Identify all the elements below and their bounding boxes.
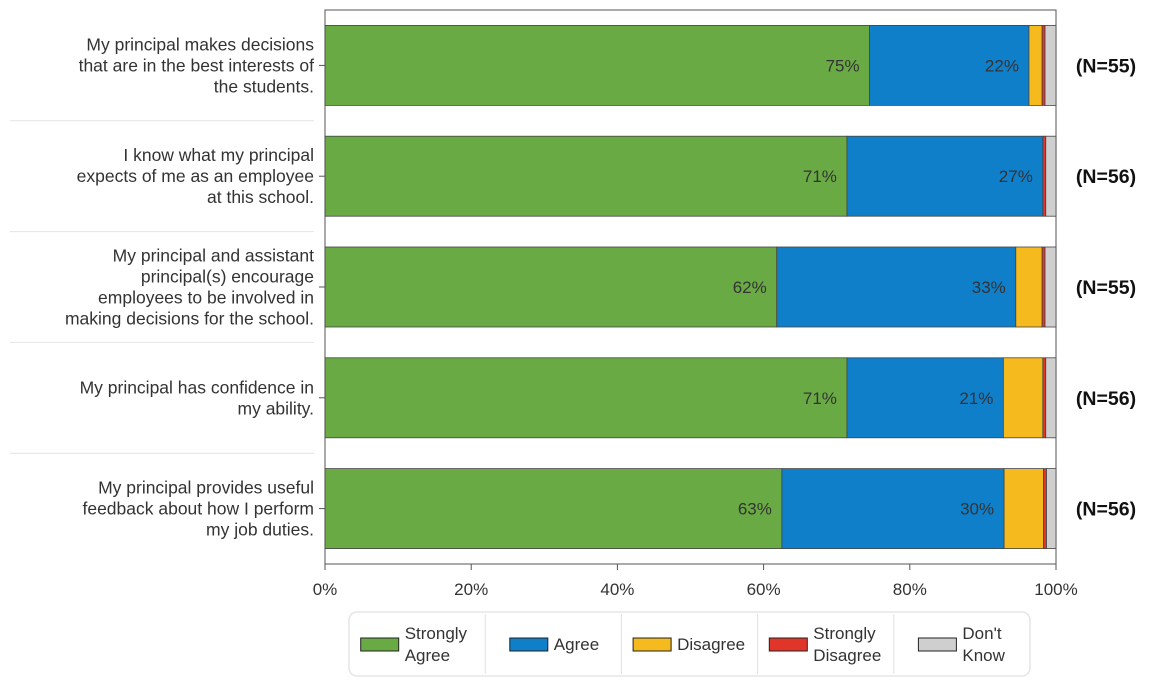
bar-segment-don-t-know-4 — [1046, 468, 1057, 550]
bar-segment-strongly-disagree-0 — [1041, 24, 1046, 106]
n-label: (N=56) — [1076, 388, 1136, 410]
legend-swatch-don-t-know — [917, 637, 957, 652]
category-label-line: making decisions for the school. — [65, 309, 314, 329]
category-label-line: that are in the best interests of — [79, 55, 315, 75]
n-label: (N=55) — [1076, 277, 1136, 299]
category-label-line: my job duties. — [206, 520, 314, 540]
n-label: (N=55) — [1076, 55, 1136, 77]
data-label-0-1: 71% — [803, 167, 837, 186]
data-label-0-4: 63% — [738, 500, 772, 519]
bar-segment-disagree-3 — [1002, 357, 1044, 439]
x-tick-label: 100% — [1034, 580, 1077, 599]
bar-segment-agree-1 — [846, 135, 1044, 217]
x-tick-label: 60% — [747, 580, 781, 599]
category-label-line: expects of me as an employee — [77, 166, 314, 186]
bar-segment-disagree-4 — [1003, 468, 1044, 550]
bar-segment-strongly-agree-4 — [324, 468, 783, 550]
bar-segment-strongly-agree-2 — [324, 246, 778, 328]
bars-group: 75% 22% 71% 27% 62% 33% 71% 21% 63% 30% — [324, 24, 1057, 550]
category-label-line: My principal provides useful — [98, 478, 314, 498]
x-tick-label: 0% — [313, 580, 338, 599]
legend-box — [348, 611, 1031, 677]
bar-segment-strongly-disagree-2 — [1041, 246, 1046, 328]
legend-label: Don't — [962, 624, 1001, 643]
x-axis: 0% 20% 40% 60% 80% 100% — [313, 64, 1078, 599]
x-tick-label: 40% — [600, 580, 634, 599]
category-label-line: employees to be involved in — [98, 288, 314, 308]
category-label-line: My principal makes decisions — [86, 34, 314, 54]
data-label-0-2: 62% — [733, 278, 767, 297]
category-label-line: I know what my principal — [123, 145, 314, 165]
x-tick-label: 20% — [454, 580, 488, 599]
category-label-line: my ability. — [238, 398, 315, 418]
legend-label: Disagree — [813, 646, 881, 665]
data-label-1-3: 21% — [959, 389, 993, 408]
legend-label: Agree — [554, 635, 599, 654]
data-label-0-0: 75% — [826, 56, 860, 75]
legend-swatch-strongly-agree — [360, 637, 400, 652]
legend-swatch-strongly-disagree — [768, 637, 808, 652]
legend-label: Disagree — [677, 635, 745, 654]
data-label-1-2: 33% — [972, 278, 1006, 297]
category-label-line: feedback about how I perform — [82, 499, 314, 519]
bar-segment-strongly-disagree-1 — [1042, 135, 1047, 217]
bar-segment-strongly-agree-0 — [324, 24, 870, 106]
bar-segment-agree-2 — [776, 246, 1017, 328]
bar-segment-strongly-disagree-3 — [1042, 357, 1047, 439]
data-label-1-1: 27% — [999, 167, 1033, 186]
bar-segment-agree-4 — [781, 468, 1005, 550]
legend-swatch-disagree — [632, 637, 672, 652]
legend-swatch-agree — [509, 637, 549, 652]
x-tick-label: 80% — [893, 580, 927, 599]
legend-label: Know — [962, 646, 1005, 665]
category-label-line: principal(s) encourage — [141, 267, 314, 287]
legend: Strongly Agree Agree Disagree Strongly Disagr… — [348, 611, 1031, 677]
n-label: (N=56) — [1076, 166, 1136, 188]
bar-segment-don-t-know-0 — [1044, 24, 1057, 106]
bar-segment-don-t-know-1 — [1045, 135, 1057, 217]
legend-label: Strongly — [405, 624, 468, 643]
bar-segment-strongly-disagree-4 — [1043, 468, 1047, 550]
bar-segment-agree-3 — [846, 357, 1004, 439]
category-label-line: the students. — [214, 76, 314, 96]
data-label-1-4: 30% — [960, 500, 994, 519]
data-label-1-0: 22% — [985, 56, 1019, 75]
bar-segment-don-t-know-3 — [1045, 357, 1057, 439]
legend-label: Agree — [405, 646, 450, 665]
data-label-0-3: 71% — [803, 389, 837, 408]
legend-label: Strongly — [813, 624, 876, 643]
bar-segment-strongly-agree-3 — [324, 357, 848, 439]
bar-segment-disagree-0 — [1028, 24, 1043, 106]
n-labels: (N=55) (N=56) (N=55) (N=56) (N=56) — [1076, 55, 1136, 520]
category-label-line: My principal and assistant — [113, 246, 314, 266]
bar-segment-agree-0 — [869, 24, 1030, 106]
bar-segment-strongly-agree-1 — [324, 135, 848, 217]
category-label-line: at this school. — [207, 187, 314, 207]
bar-segment-disagree-2 — [1015, 246, 1043, 328]
category-label-line: My principal has confidence in — [80, 377, 314, 397]
n-label: (N=56) — [1076, 499, 1136, 521]
bar-segment-don-t-know-2 — [1044, 246, 1057, 328]
